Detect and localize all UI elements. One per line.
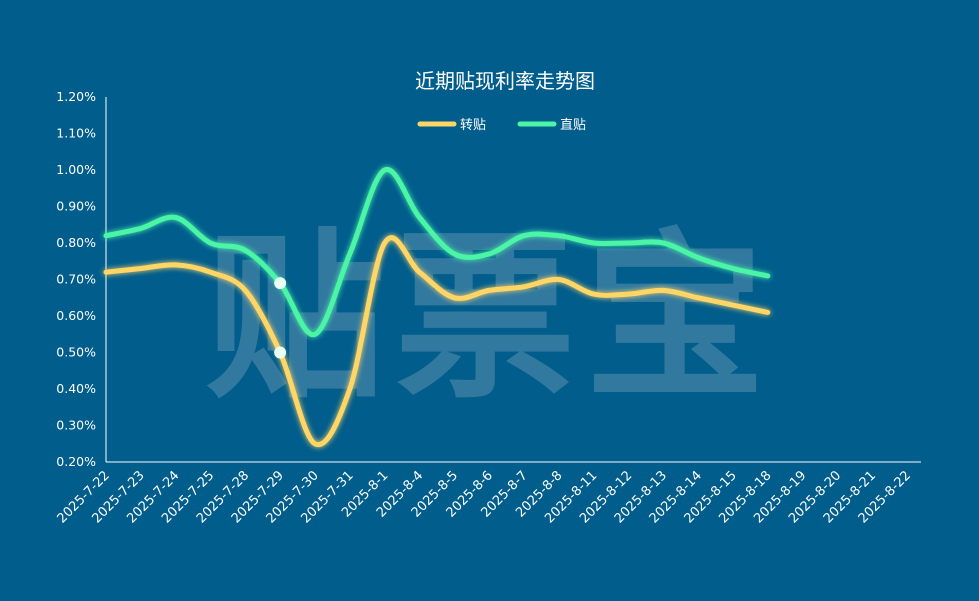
data-point[interactable] (173, 214, 179, 220)
data-point[interactable] (451, 251, 457, 257)
y-tick-label: 0.30% (56, 418, 96, 433)
data-point[interactable] (138, 225, 144, 231)
data-point[interactable] (660, 287, 666, 293)
y-tick-label: 1.00% (56, 162, 96, 177)
y-tick-label: 0.80% (56, 235, 96, 250)
data-point[interactable] (207, 269, 213, 275)
data-point[interactable] (451, 295, 457, 301)
legend[interactable]: 转贴 直贴 (417, 118, 586, 133)
data-point[interactable] (274, 346, 287, 359)
data-point[interactable] (103, 269, 109, 275)
data-point[interactable] (730, 266, 736, 272)
data-point[interactable] (207, 240, 213, 246)
y-tick-label: 0.60% (56, 308, 96, 323)
data-point[interactable] (765, 309, 771, 315)
y-tick-label: 0.40% (56, 381, 96, 396)
data-point[interactable] (173, 262, 179, 268)
series-layer (103, 167, 771, 448)
data-point[interactable] (347, 386, 353, 392)
y-tick-label: 0.20% (56, 454, 96, 469)
data-point[interactable] (660, 240, 666, 246)
data-point[interactable] (765, 273, 771, 279)
data-point[interactable] (521, 233, 527, 239)
data-point[interactable] (312, 441, 318, 447)
data-point[interactable] (730, 302, 736, 308)
data-point[interactable] (625, 291, 631, 297)
chart-title: 近期贴现利率走势图 (415, 69, 595, 93)
legend-label-0[interactable]: 转贴 (460, 118, 486, 133)
data-point[interactable] (103, 233, 109, 239)
data-point[interactable] (556, 233, 562, 239)
y-tick-label: 0.90% (56, 199, 96, 214)
data-point[interactable] (486, 251, 492, 257)
data-point[interactable] (312, 331, 318, 337)
data-point[interactable] (382, 167, 388, 173)
legend-label-1[interactable]: 直贴 (560, 118, 586, 133)
data-point[interactable] (274, 277, 287, 290)
data-point[interactable] (625, 240, 631, 246)
data-point[interactable] (242, 247, 248, 253)
data-point[interactable] (416, 269, 422, 275)
data-point[interactable] (347, 251, 353, 257)
data-point[interactable] (591, 240, 597, 246)
data-point[interactable] (382, 240, 388, 246)
data-point[interactable] (242, 287, 248, 293)
y-tick-label: 0.50% (56, 345, 96, 360)
y-tick-label: 1.10% (56, 126, 96, 141)
data-point[interactable] (521, 284, 527, 290)
data-point[interactable] (591, 291, 597, 297)
data-point[interactable] (138, 266, 144, 272)
data-point[interactable] (695, 295, 701, 301)
data-point[interactable] (556, 277, 562, 283)
y-tick-label: 1.20% (56, 89, 96, 104)
series-line-1 (103, 167, 771, 337)
y-tick-label: 0.70% (56, 272, 96, 287)
data-point[interactable] (416, 214, 422, 220)
data-point[interactable] (486, 287, 492, 293)
watermark-text: 贴票宝 (205, 214, 775, 423)
series-line-0 (103, 235, 771, 448)
data-point[interactable] (695, 255, 701, 261)
